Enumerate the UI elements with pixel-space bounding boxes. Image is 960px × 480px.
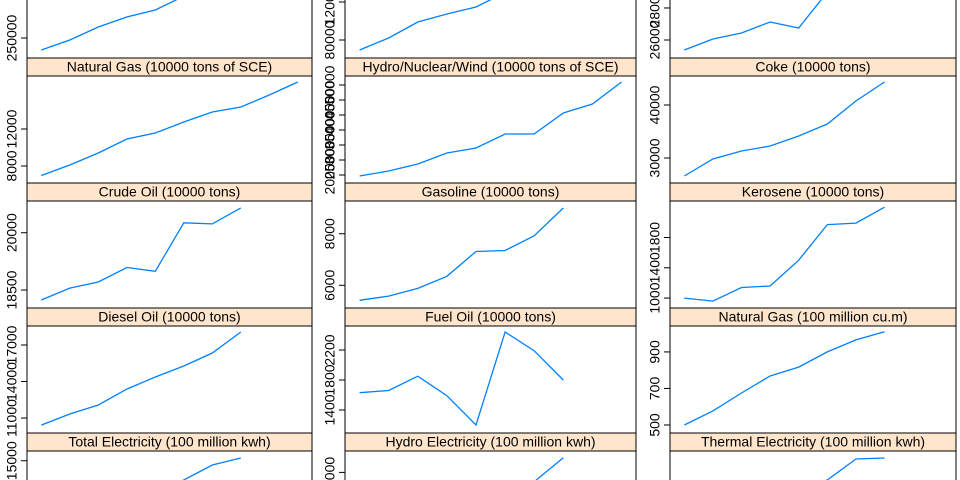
data-line xyxy=(825,457,885,480)
strip-label: Fuel Oil (10000 tons) xyxy=(425,309,556,325)
y-tick-label: 50000 xyxy=(322,65,338,104)
panel: Hydro/Nuclear/Wind (10000 tons of SCE) 20… xyxy=(322,57,637,194)
strip-label: Crude Oil (10000 tons) xyxy=(99,184,241,200)
panel-frame xyxy=(669,450,957,480)
y-tick-label: 120000 xyxy=(322,0,338,25)
y-tick-label: 1800 xyxy=(647,222,663,253)
panel: Natural Gas (10000 tons of SCE) 8000 12000 xyxy=(4,57,313,184)
panel: Natural Gas (100 million cu.m) 500 700 900 xyxy=(647,307,957,437)
y-tick-label: 45000 xyxy=(322,80,338,119)
data-line xyxy=(684,0,822,51)
panel-frame xyxy=(26,325,313,434)
panel: Gasoline (10000 tons) 6000 8000 xyxy=(322,182,637,309)
panel-frame xyxy=(344,75,637,184)
y-tick-label: 20000 xyxy=(322,155,338,194)
y-tick-label: 30000 xyxy=(647,138,663,177)
y-tick-label: 700 xyxy=(647,377,663,401)
panel-frame xyxy=(26,200,313,309)
data-line xyxy=(41,331,242,426)
panel-frame xyxy=(669,200,957,309)
y-tick-label: 15000 xyxy=(4,441,20,480)
panel-frame xyxy=(669,0,957,59)
y-tick-label: 30000 xyxy=(322,125,338,164)
strip-label: Gasoline (10000 tons) xyxy=(422,184,560,200)
y-tick-label: 80000 xyxy=(322,20,338,59)
data-line xyxy=(359,81,622,177)
strip-label: Coke (10000 tons) xyxy=(755,59,870,75)
panel-frame xyxy=(344,200,637,309)
y-tick-label: 1000 xyxy=(647,282,663,313)
panel-frame xyxy=(26,0,313,59)
strip-label: Kerosene (10000 tons) xyxy=(742,184,884,200)
y-tick-label: 28000 xyxy=(647,0,663,27)
panel-frame xyxy=(344,0,637,59)
y-tick-label: 900 xyxy=(647,340,663,364)
y-tick-label: 40000 xyxy=(322,95,338,134)
panel-frame xyxy=(26,75,313,184)
data-line xyxy=(359,207,564,301)
y-tick-label: 18500 xyxy=(4,270,20,309)
strip-label: Total Electricity (100 million kwh) xyxy=(68,434,270,450)
panel: Hydro Electricity (100 million kwh) 3000 xyxy=(322,432,637,480)
data-line xyxy=(182,457,241,480)
y-tick-label: 2200 xyxy=(322,334,338,365)
data-line xyxy=(684,206,885,302)
y-tick-label: 17000 xyxy=(4,325,20,364)
panel: Crude Oil (10000 tons) 18500 20000 xyxy=(4,182,313,310)
y-tick-label: 1400 xyxy=(322,394,338,425)
data-line xyxy=(359,0,492,51)
y-tick-label: 3000 xyxy=(322,457,338,480)
y-tick-label: 6000 xyxy=(322,270,338,301)
data-line xyxy=(41,0,178,51)
y-tick-label: 25000 xyxy=(322,140,338,179)
y-tick-label: 40000 xyxy=(647,85,663,124)
y-tick-label: 8000 xyxy=(4,150,20,181)
panel: Thermal Electricity (100 million kwh) xyxy=(669,432,957,480)
data-line xyxy=(683,81,885,177)
y-tick-label: 12000 xyxy=(4,109,20,148)
data-line xyxy=(41,207,242,301)
strip-label: Hydro/Nuclear/Wind (10000 tons of SCE) xyxy=(363,59,619,75)
strip-label: Natural Gas (100 million cu.m) xyxy=(718,309,907,325)
data-line xyxy=(41,81,299,177)
strip-label: Diesel Oil (10000 tons) xyxy=(98,309,240,325)
panel: Coke (10000 tons) 30000 40000 xyxy=(647,57,957,184)
y-tick-label: 11000 xyxy=(4,399,20,437)
y-tick-label: 26000 xyxy=(647,20,663,59)
y-tick-label: 1800 xyxy=(322,364,338,395)
panel: Total Electricity (100 million kwh) 15000 xyxy=(4,432,313,480)
y-tick-label: 20000 xyxy=(4,213,20,252)
panel: 250000 xyxy=(4,0,313,61)
data-line xyxy=(359,330,564,427)
strip-label: Hydro Electricity (100 million kwh) xyxy=(385,434,595,450)
y-tick-label: 250000 xyxy=(4,14,20,61)
data-line xyxy=(684,331,885,426)
data-line xyxy=(535,457,564,480)
strip-label: Natural Gas (10000 tons of SCE) xyxy=(67,59,272,75)
y-tick-label: 35000 xyxy=(322,110,338,149)
panel-frame xyxy=(344,450,637,480)
strip-label: Thermal Electricity (100 million kwh) xyxy=(701,434,925,450)
panel-frame xyxy=(26,450,313,480)
y-tick-label: 8000 xyxy=(322,218,338,249)
panel-frame xyxy=(669,325,957,434)
y-tick-label: 14000 xyxy=(4,362,20,401)
y-tick-label: 1400 xyxy=(647,252,663,283)
y-tick-label: 500 xyxy=(647,413,663,437)
